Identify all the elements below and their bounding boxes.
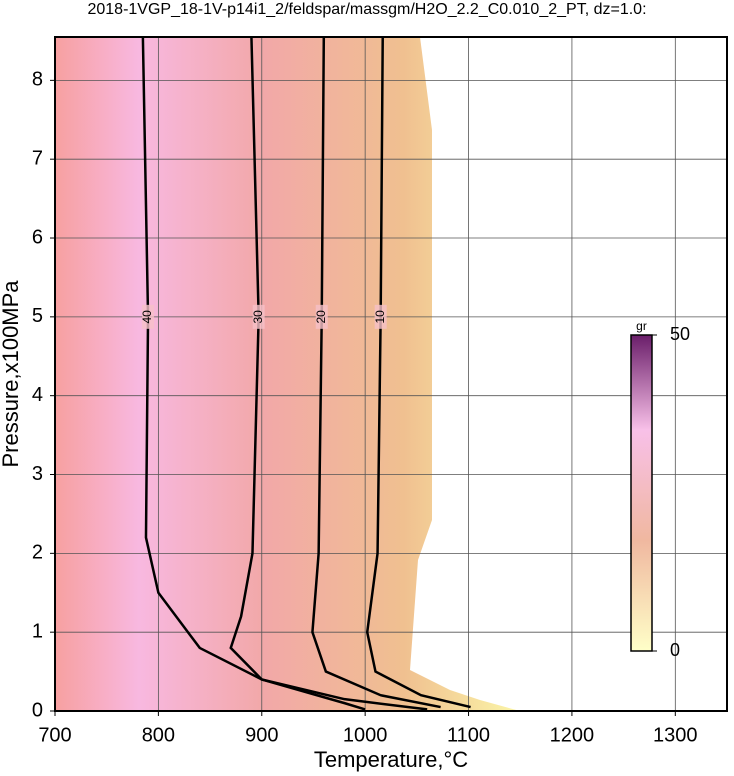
x-tick-label: 800 [142,724,175,746]
field [55,37,520,711]
y-tick-label: 5 [32,305,43,327]
y-tick-label: 2 [32,542,43,564]
contour-label-bg [252,304,265,329]
x-tick-label: 900 [245,724,278,746]
x-axis-label: Temperature,°C [314,747,468,772]
x-tick-label: 1300 [653,724,698,746]
y-axis-label: Pressure,x100MPa [0,280,23,468]
contour-label: 30 [251,310,265,324]
y-tick-label: 3 [32,463,43,485]
colorbar [630,334,653,652]
contour-label-bg [142,304,155,329]
contour-label: 40 [140,310,154,324]
y-tick-label: 0 [32,699,43,721]
contour-line [229,36,428,711]
contour-label-bg [315,304,328,329]
colorbar-tick-label: 0 [670,640,680,660]
chart-title: 2018-1VGP_18-1V-p14i1_2/feldspar/massgm/… [87,1,646,18]
x-tick-label: 1100 [447,724,490,746]
y-tick-label: 1 [32,620,43,642]
contour-label: 20 [314,310,328,324]
contour-line [141,36,366,711]
x-tick-label: 700 [38,724,71,746]
y-tick-label: 4 [32,384,43,406]
y-tick-label: 6 [32,226,43,248]
x-tick-label: 1000 [343,724,388,746]
y-tick-label: 8 [32,69,43,91]
contour-label: 10 [373,310,387,324]
colorbar-tick-label: 50 [670,324,690,344]
plot-frame [54,36,728,712]
y-tick-label: 7 [32,147,43,169]
colorbar-label: gr [636,319,647,333]
x-tick-label: 1200 [550,724,595,746]
contour-label-bg [374,304,387,329]
